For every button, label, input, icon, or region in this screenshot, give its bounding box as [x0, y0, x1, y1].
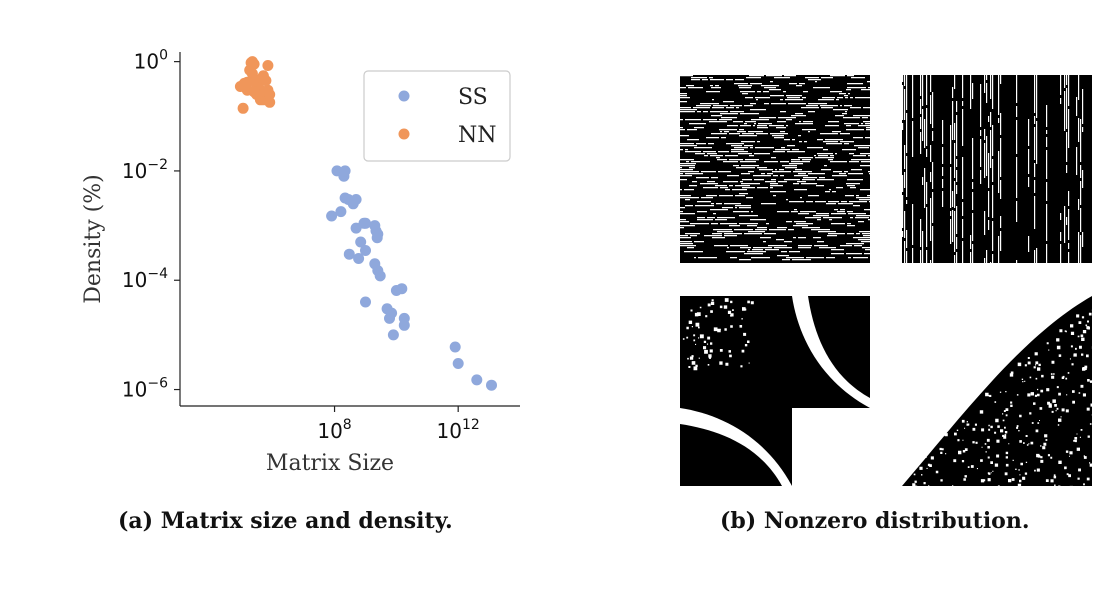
legend-marker [398, 128, 410, 140]
data-point [335, 206, 347, 218]
data-point [343, 248, 355, 260]
caption-a: (a) Matrix size and density. [118, 508, 453, 534]
data-point [384, 312, 395, 324]
data-point [355, 236, 367, 248]
data-point [374, 270, 386, 282]
data-point [264, 96, 276, 108]
data-point [326, 210, 338, 222]
data-point [262, 60, 274, 71]
white-streaks [902, 75, 1084, 263]
legend: SS NN [363, 70, 511, 162]
data-point [237, 102, 249, 114]
data-point [264, 89, 276, 100]
triangular-fill [902, 296, 1092, 486]
data-point [471, 374, 483, 386]
y-tick-label: 10−6 [122, 376, 168, 402]
y-tick-label: 10−4 [122, 266, 168, 292]
y-axis-label: Density (%) [81, 174, 106, 304]
data-point [360, 245, 371, 256]
nonzero-pattern-blocks [680, 296, 870, 486]
data-point [248, 86, 260, 98]
data-point [353, 253, 365, 264]
data-point [339, 165, 351, 177]
block [680, 424, 782, 486]
block [808, 296, 870, 398]
pattern-fill [902, 75, 1092, 263]
data-point [360, 217, 371, 229]
data-point [350, 194, 362, 205]
nonzero-pattern-rows [680, 75, 870, 263]
data-point [360, 296, 371, 308]
x-tick-label: 108 [317, 417, 351, 443]
nonzero-pattern-columns [902, 75, 1092, 263]
series-ss [326, 165, 497, 391]
x-tick-label: 1012 [437, 417, 480, 443]
data-point [387, 329, 399, 341]
white-region [792, 408, 870, 486]
data-point [350, 222, 362, 234]
data-point [260, 75, 272, 87]
x-axis-label: Matrix Size [266, 451, 394, 476]
legend-label: SS [458, 85, 488, 110]
data-point [396, 283, 408, 295]
data-point [398, 319, 410, 331]
y-tick-label: 10−2 [122, 157, 168, 183]
series-nn [234, 56, 276, 114]
caption-b: (b) Nonzero distribution. [720, 508, 1030, 534]
data-point [371, 232, 383, 244]
data-point [248, 58, 260, 70]
y-tick-label: 100 [134, 48, 168, 74]
data-point [486, 379, 497, 391]
nonzero-pattern-triangular [902, 296, 1092, 486]
scatter-plot: 100 10−2 10−4 10−6 108 1012 Matrix Size Density… [81, 48, 520, 476]
white-streaks [680, 75, 870, 261]
legend-marker [398, 90, 410, 102]
legend-label: NN [458, 123, 497, 148]
data-point [241, 76, 253, 88]
data-point [449, 341, 461, 353]
data-point [452, 358, 464, 369]
